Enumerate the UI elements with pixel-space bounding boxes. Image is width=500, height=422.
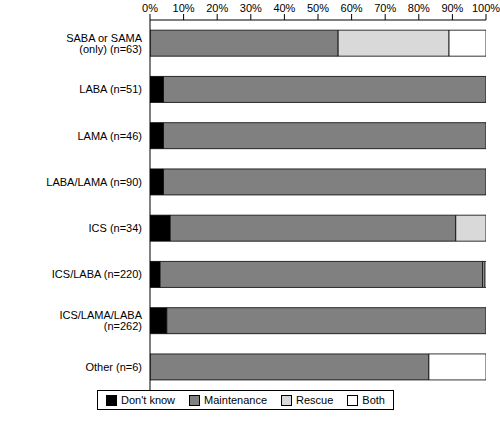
svg-text:100%: 100% (472, 2, 492, 14)
svg-text:60%: 60% (341, 2, 363, 14)
svg-text:LAMA (n=46): LAMA (n=46) (77, 130, 142, 142)
svg-text:Other (n=6): Other (n=6) (85, 361, 142, 373)
svg-text:ICS (n=34): ICS (n=34) (89, 222, 143, 234)
svg-text:20%: 20% (206, 2, 228, 14)
svg-text:ICS/LAMA/LABA(n=262): ICS/LAMA/LABA(n=262) (59, 309, 142, 332)
svg-text:LABA/LAMA (n=90): LABA/LAMA (n=90) (46, 176, 142, 188)
svg-text:80%: 80% (408, 2, 430, 14)
svg-text:10%: 10% (173, 2, 195, 14)
svg-text:70%: 70% (374, 2, 396, 14)
svg-text:40%: 40% (273, 2, 295, 14)
html-text:Maintenance: Maintenance (204, 394, 268, 406)
html-text:Don't know: Don't know (121, 394, 176, 406)
svg-text:30%: 30% (240, 2, 262, 14)
html-text:Both: Both (362, 394, 385, 406)
svg-text:ICS/LABA (n=220): ICS/LABA (n=220) (52, 268, 142, 280)
html-text:Rescue: Rescue (296, 394, 334, 406)
svg-text:SABA or SAMA(only) (n=63): SABA or SAMA(only) (n=63) (66, 32, 142, 55)
svg-text:LABA (n=51): LABA (n=51) (79, 83, 142, 95)
svg-text:50%: 50% (307, 2, 329, 14)
svg-text:0%: 0% (142, 2, 158, 14)
svg-text:90%: 90% (441, 2, 463, 14)
